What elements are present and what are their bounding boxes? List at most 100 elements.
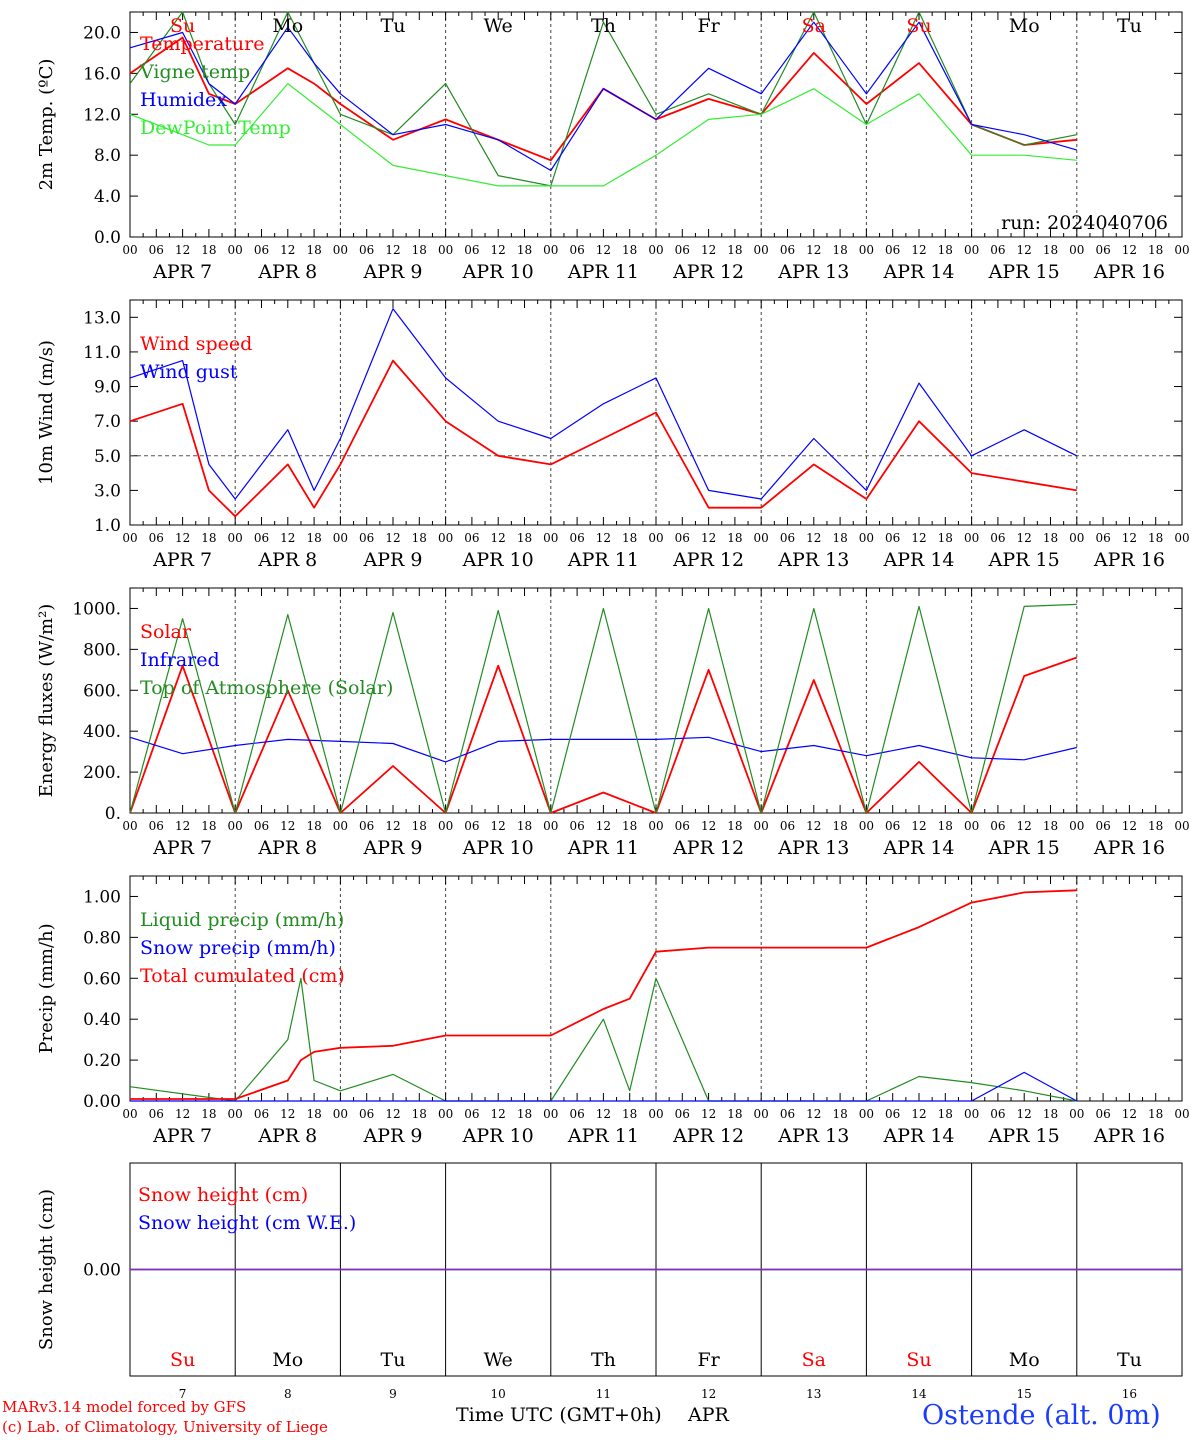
y-tick-label: 200. <box>83 763 121 783</box>
y-tick-label: 13.0 <box>83 308 121 328</box>
bottom-day-number: 15 <box>1017 1387 1032 1401</box>
hour-tick-label: 12 <box>280 243 295 257</box>
hour-tick-label: 12 <box>280 1107 295 1121</box>
credit-line-2: (c) Lab. of Climatology, University of L… <box>2 1418 328 1436</box>
hour-tick-label: 12 <box>175 1107 190 1121</box>
date-label: APR 13 <box>777 549 849 571</box>
hour-tick-label: 12 <box>1017 1107 1032 1121</box>
y-axis-label: 2m Temp. (ºC) <box>36 59 57 191</box>
date-label: APR 7 <box>152 1125 212 1147</box>
series-line <box>129 736 1077 763</box>
hour-tick-label: 06 <box>359 243 374 257</box>
y-tick-label: 9.0 <box>94 378 121 398</box>
legend-entry: Snow height (cm) <box>138 1184 308 1206</box>
y-tick-label: 0.20 <box>83 1051 121 1071</box>
date-label: APR 16 <box>1093 1125 1165 1147</box>
day-name-label: Fr <box>697 15 720 37</box>
y-tick-label: 1000. <box>72 599 121 619</box>
hour-tick-label: 00 <box>648 243 663 257</box>
legend-entry: Wind gust <box>140 361 238 383</box>
hour-tick-label: 18 <box>622 531 637 545</box>
hour-tick-label: 18 <box>306 1107 321 1121</box>
plot-frame <box>129 587 1183 814</box>
y-tick-label: 0.0 <box>94 228 121 248</box>
hour-tick-label: 06 <box>254 1107 269 1121</box>
date-label: APR 15 <box>988 549 1060 571</box>
day-name-label: Th <box>591 15 616 37</box>
hour-tick-label: 12 <box>385 819 400 833</box>
hour-tick-label: 12 <box>1017 819 1032 833</box>
hour-tick-label: 06 <box>254 819 269 833</box>
bottom-day-name: Tu <box>381 1349 406 1371</box>
hour-tick-label: 12 <box>385 531 400 545</box>
hour-tick-label: 12 <box>491 531 506 545</box>
hour-tick-label: 18 <box>201 819 216 833</box>
date-label: APR 13 <box>777 261 849 283</box>
hour-tick-label: 00 <box>438 1107 453 1121</box>
date-label: APR 8 <box>257 261 317 283</box>
hour-tick-label: 06 <box>885 243 900 257</box>
hour-tick-label: 06 <box>149 531 164 545</box>
hour-tick-label: 18 <box>832 819 847 833</box>
hour-tick-label: 18 <box>517 1107 532 1121</box>
date-label: APR 15 <box>988 837 1060 859</box>
date-label: APR 16 <box>1093 837 1165 859</box>
hour-tick-label: 06 <box>780 243 795 257</box>
hour-tick-label: 06 <box>780 819 795 833</box>
hour-tick-label: 06 <box>569 1107 584 1121</box>
hour-tick-label: 18 <box>622 819 637 833</box>
hour-tick-label: 00 <box>964 1107 979 1121</box>
hour-tick-label: 18 <box>1043 531 1058 545</box>
date-label: APR 13 <box>777 837 849 859</box>
hour-tick-label: 00 <box>1174 531 1189 545</box>
hour-tick-label: 06 <box>569 531 584 545</box>
hour-tick-label: 06 <box>359 531 374 545</box>
x-axis-title: Time UTC (GMT+0h) <box>456 1404 662 1426</box>
hour-tick-label: 06 <box>990 531 1005 545</box>
day-name-label: Mo <box>1009 15 1040 37</box>
date-label: APR 11 <box>567 837 639 859</box>
hour-tick-label: 12 <box>911 1107 926 1121</box>
panel-1 <box>129 11 1183 238</box>
hour-tick-label: 18 <box>727 1107 742 1121</box>
hour-tick-label: 18 <box>412 531 427 545</box>
date-label: APR 15 <box>988 261 1060 283</box>
day-name-label: Su <box>906 15 931 37</box>
date-label: APR 8 <box>257 837 317 859</box>
hour-tick-label: 18 <box>201 1107 216 1121</box>
date-label: APR 7 <box>152 549 212 571</box>
hour-tick-label: 06 <box>359 819 374 833</box>
bottom-day-number: 9 <box>389 1387 397 1401</box>
y-tick-label: 400. <box>83 722 121 742</box>
date-label: APR 11 <box>567 261 639 283</box>
hour-tick-label: 00 <box>333 243 348 257</box>
bottom-day-number: 16 <box>1122 1387 1137 1401</box>
series-line <box>129 603 1077 814</box>
hour-tick-label: 12 <box>1017 531 1032 545</box>
hour-tick-label: 00 <box>754 243 769 257</box>
hour-tick-label: 06 <box>1095 819 1110 833</box>
hour-tick-label: 18 <box>938 819 953 833</box>
credit-line-1: MARv3.14 model forced by GFS <box>2 1398 247 1416</box>
date-label: APR 10 <box>462 549 534 571</box>
hour-tick-label: 06 <box>464 819 479 833</box>
legend-entry: DewPoint Temp <box>140 117 291 139</box>
date-label: APR 10 <box>462 837 534 859</box>
hour-tick-label: 12 <box>280 531 295 545</box>
y-tick-label: 0. <box>105 804 121 824</box>
hour-tick-label: 18 <box>306 531 321 545</box>
y-axis-label: Energy fluxes (W/m²) <box>36 604 57 798</box>
legend-entry: Snow precip (mm/h) <box>140 937 336 959</box>
date-label: APR 16 <box>1093 261 1165 283</box>
hour-tick-label: 00 <box>438 531 453 545</box>
hour-tick-label: 06 <box>675 243 690 257</box>
y-tick-label: 3.0 <box>94 481 121 501</box>
hour-tick-label: 18 <box>938 1107 953 1121</box>
y-tick-label: 12.0 <box>83 105 121 125</box>
series-line <box>129 36 1077 162</box>
series-line <box>129 977 1077 1102</box>
hour-tick-label: 06 <box>885 819 900 833</box>
legend-entry: Snow height (cm W.E.) <box>138 1212 356 1234</box>
hour-tick-label: 18 <box>727 243 742 257</box>
day-name-label: Mo <box>272 15 303 37</box>
